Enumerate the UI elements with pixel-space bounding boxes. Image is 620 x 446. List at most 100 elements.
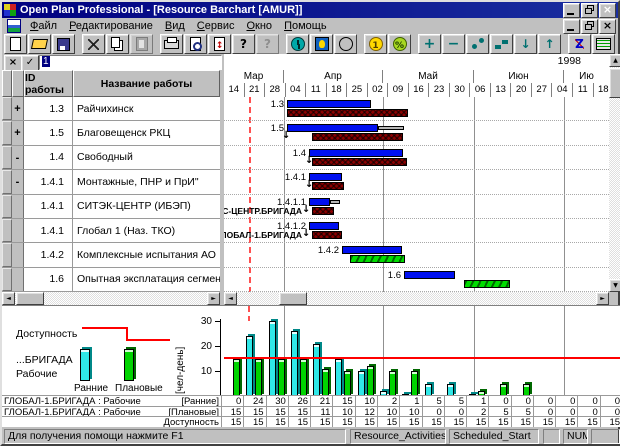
early-dates-bar[interactable] bbox=[309, 148, 403, 157]
scroll-down-icon[interactable]: ▼ bbox=[609, 279, 620, 292]
mdi-restore-button[interactable] bbox=[581, 18, 598, 34]
percent-button[interactable] bbox=[388, 34, 411, 54]
step-activities-button[interactable] bbox=[490, 34, 513, 54]
menu-item-1[interactable]: Редактирование bbox=[69, 20, 153, 32]
gantt-vertical-scrollbar[interactable]: ▲ ▼ bbox=[609, 54, 620, 292]
table-row[interactable]: 1.4.1 СИТЭК-ЦЕНТР (ИБЭП) bbox=[2, 194, 220, 219]
table-row[interactable]: 1.4.1 Глобал 1 (Наз. ТКО) bbox=[2, 218, 220, 244]
row-header[interactable] bbox=[2, 170, 12, 194]
link-activities-button[interactable] bbox=[466, 34, 489, 54]
vertical-scroll-thumb[interactable] bbox=[609, 68, 620, 98]
early-dates-bar[interactable] bbox=[287, 124, 378, 133]
gantt-scroll-right-icon[interactable]: ► bbox=[596, 292, 609, 305]
activity-name-cell[interactable]: Опытная эксплатация сегмента bbox=[77, 273, 220, 286]
move-down-button[interactable] bbox=[514, 34, 537, 54]
gantt-scroll-left-icon[interactable]: ◄ bbox=[224, 292, 237, 305]
table-row[interactable]: 1.4.2 Комплексные испытания АО bbox=[2, 243, 220, 268]
menu-item-3[interactable]: Сервис bbox=[196, 20, 235, 32]
time-analysis-button[interactable] bbox=[286, 34, 309, 54]
expand-marker[interactable] bbox=[12, 218, 24, 243]
table-scroll-right-icon[interactable]: ► bbox=[207, 292, 220, 305]
early-dates-bar[interactable] bbox=[287, 100, 371, 108]
row-header[interactable] bbox=[2, 218, 12, 243]
cut-button[interactable] bbox=[82, 34, 105, 54]
scheduled-dates-bar[interactable] bbox=[312, 182, 344, 191]
activity-id-cell[interactable]: 1.4.1 bbox=[24, 170, 73, 194]
menu-item-2[interactable]: Вид bbox=[164, 20, 185, 32]
document-window-icon[interactable] bbox=[7, 19, 21, 33]
table-row[interactable]: -1.4 Свободный bbox=[2, 145, 220, 171]
free-float-bar[interactable] bbox=[330, 199, 340, 204]
menu-item-0[interactable]: Файл bbox=[30, 20, 58, 32]
early-dates-bar[interactable] bbox=[342, 246, 402, 255]
activity-id-cell[interactable]: 1.3 bbox=[24, 97, 73, 121]
print-preview-button[interactable] bbox=[184, 34, 207, 54]
remove-button[interactable] bbox=[442, 34, 465, 54]
scroll-up-icon[interactable]: ▲ bbox=[609, 54, 620, 67]
early-dates-bar[interactable] bbox=[309, 221, 339, 230]
save-button[interactable] bbox=[52, 34, 75, 54]
expand-marker[interactable]: - bbox=[12, 170, 24, 194]
move-up-button[interactable] bbox=[538, 34, 561, 54]
free-float-bar[interactable] bbox=[378, 126, 404, 131]
table-scroll-thumb[interactable] bbox=[16, 292, 44, 305]
sort-button[interactable] bbox=[568, 34, 591, 54]
expand-marker[interactable]: + bbox=[12, 121, 24, 145]
resource-usage-bar[interactable] bbox=[350, 255, 405, 264]
resource-button[interactable] bbox=[310, 34, 333, 54]
row-header[interactable] bbox=[2, 243, 12, 267]
expand-marker[interactable]: - bbox=[12, 145, 24, 170]
minimize-button[interactable] bbox=[563, 2, 580, 18]
activity-name-cell[interactable]: Глобал 1 (Наз. ТКО) bbox=[77, 224, 176, 237]
activity-name-cell[interactable]: Свободный bbox=[77, 151, 133, 164]
table-row[interactable]: -1.4.1 Монтажные, ПНР и ПрИ" bbox=[2, 170, 220, 195]
expand-marker[interactable] bbox=[12, 243, 24, 267]
name-column-header[interactable]: Название работы bbox=[73, 70, 220, 97]
resource-usage-bar[interactable] bbox=[464, 279, 510, 288]
scheduled-dates-bar[interactable] bbox=[312, 206, 334, 215]
goto-page-button[interactable] bbox=[208, 34, 231, 54]
mdi-minimize-button[interactable] bbox=[563, 18, 580, 34]
row-header[interactable] bbox=[2, 121, 12, 145]
early-dates-bar[interactable] bbox=[309, 173, 342, 182]
activity-id-cell[interactable]: 1.4 bbox=[24, 145, 73, 170]
table-row[interactable]: +1.3 Райчихинск bbox=[2, 97, 220, 122]
activity-id-cell[interactable]: 1.6 bbox=[24, 267, 73, 291]
scheduled-dates-bar[interactable] bbox=[312, 157, 407, 166]
cancel-edit-button[interactable]: × bbox=[4, 55, 22, 71]
table-scroll-left-icon[interactable]: ◄ bbox=[2, 292, 15, 305]
scheduled-dates-bar[interactable] bbox=[312, 133, 403, 142]
row-header[interactable] bbox=[2, 267, 12, 291]
screen-button[interactable] bbox=[592, 34, 615, 54]
expand-marker[interactable] bbox=[12, 267, 24, 291]
activity-id-cell[interactable]: 1.4.1 bbox=[24, 218, 73, 243]
restore-button[interactable] bbox=[581, 2, 598, 18]
menu-item-5[interactable]: Помощь bbox=[284, 20, 327, 32]
print-button[interactable] bbox=[160, 34, 183, 54]
activity-name-cell[interactable]: Монтажные, ПНР и ПрИ" bbox=[77, 175, 199, 188]
activity-name-cell[interactable]: Комплексные испытания АО bbox=[77, 248, 216, 261]
activity-name-cell[interactable]: Благовещенск РКЦ bbox=[77, 127, 171, 140]
row-header[interactable] bbox=[2, 145, 12, 170]
activity-name-cell[interactable]: СИТЭК-ЦЕНТР (ИБЭП) bbox=[77, 200, 191, 213]
open-button[interactable] bbox=[28, 34, 51, 54]
scheduled-dates-bar[interactable] bbox=[312, 230, 342, 239]
gantt-horizontal-scrollbar[interactable]: ◄ ► bbox=[224, 292, 609, 305]
app-icon[interactable] bbox=[4, 4, 16, 16]
row-header[interactable] bbox=[2, 97, 12, 121]
early-dates-bar[interactable] bbox=[309, 197, 330, 206]
new-button[interactable] bbox=[4, 34, 27, 54]
activity-id-cell[interactable]: 1.4.1 bbox=[24, 194, 73, 218]
confirm-edit-button[interactable]: ✓ bbox=[21, 55, 39, 71]
table-row[interactable]: +1.5 Благовещенск РКЦ bbox=[2, 121, 220, 146]
expand-marker[interactable] bbox=[12, 194, 24, 218]
histogram-button[interactable] bbox=[334, 34, 357, 54]
menu-item-4[interactable]: Окно bbox=[246, 20, 273, 32]
cell-edit-input[interactable]: 1 bbox=[39, 55, 222, 70]
activity-name-cell[interactable]: Райчихинск bbox=[77, 102, 134, 115]
expand-marker[interactable]: + bbox=[12, 97, 24, 121]
copy-button[interactable] bbox=[106, 34, 129, 54]
help-button[interactable] bbox=[232, 34, 255, 54]
cost-button[interactable] bbox=[364, 34, 387, 54]
activity-id-cell[interactable]: 1.5 bbox=[24, 121, 73, 145]
